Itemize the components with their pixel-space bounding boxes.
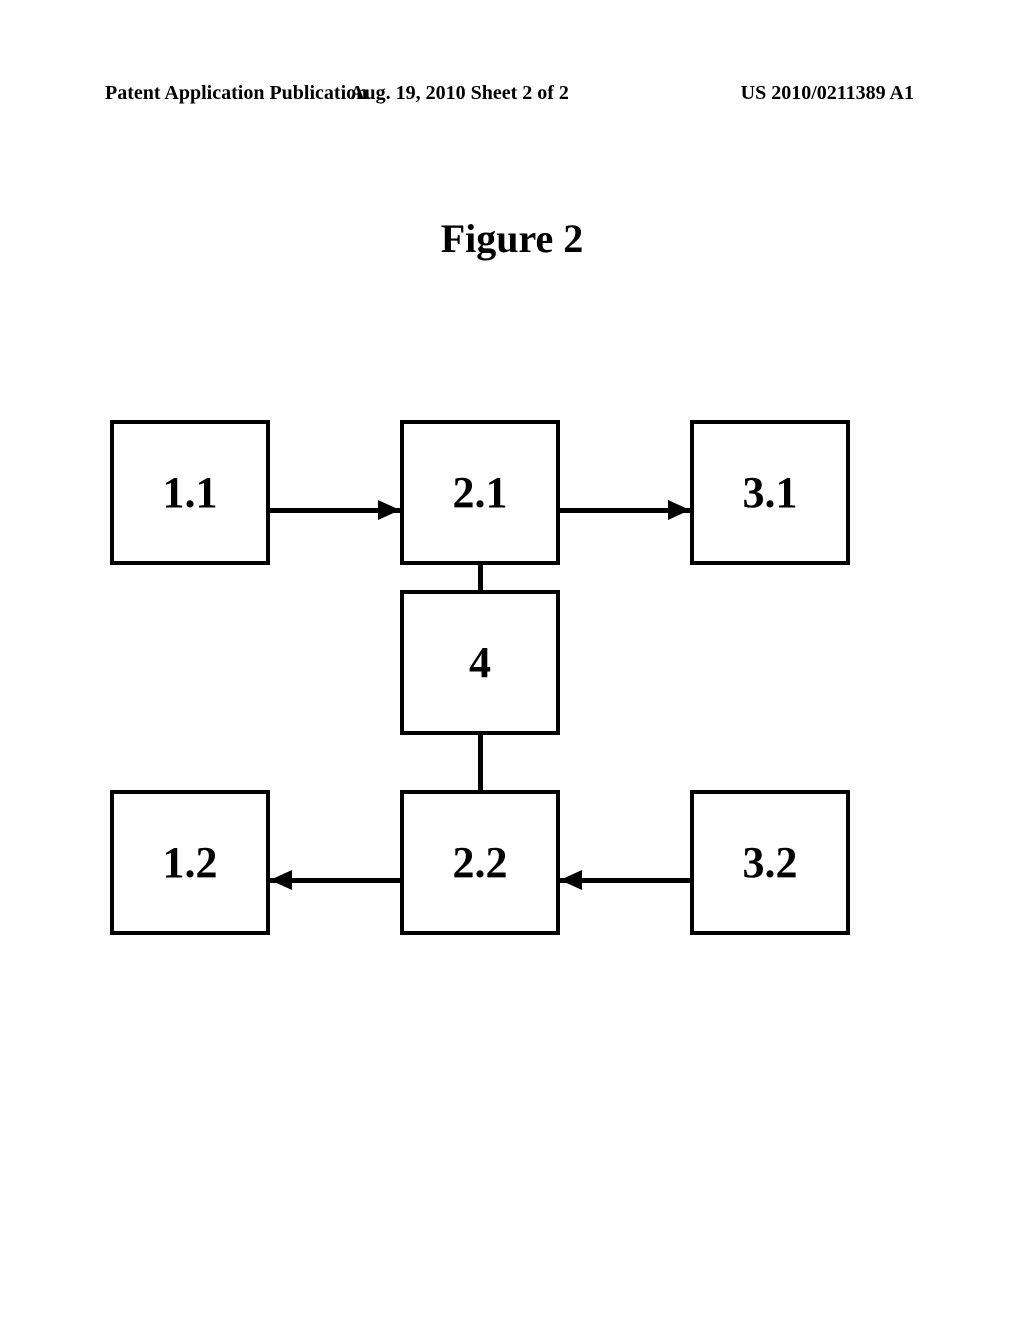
figure-title: Figure 2: [441, 215, 584, 262]
header-middle-text: Aug. 19, 2010 Sheet 2 of 2: [350, 82, 569, 105]
node-n4: 4: [400, 590, 560, 735]
node-n22: 2.2: [400, 790, 560, 935]
page-header: Patent Application Publication Aug. 19, …: [0, 82, 1024, 105]
node-n11: 1.1: [110, 420, 270, 565]
arrowhead-n21-n31: [668, 500, 690, 520]
node-n21: 2.1: [400, 420, 560, 565]
header-left-text: Patent Application Publication: [105, 82, 367, 105]
arrowhead-n22-n12: [270, 870, 292, 890]
node-n31: 3.1: [690, 420, 850, 565]
arrowhead-n32-n22: [560, 870, 582, 890]
node-n32: 3.2: [690, 790, 850, 935]
flowchart-diagram: 1.1 2.1 3.1 4 1.2 2.2 3.2: [110, 420, 870, 960]
header-right-text: US 2010/0211389 A1: [741, 82, 914, 105]
node-n12: 1.2: [110, 790, 270, 935]
connector-n4-n22: [478, 735, 483, 790]
connector-n21-n4: [478, 565, 483, 590]
arrowhead-n11-n21: [378, 500, 400, 520]
